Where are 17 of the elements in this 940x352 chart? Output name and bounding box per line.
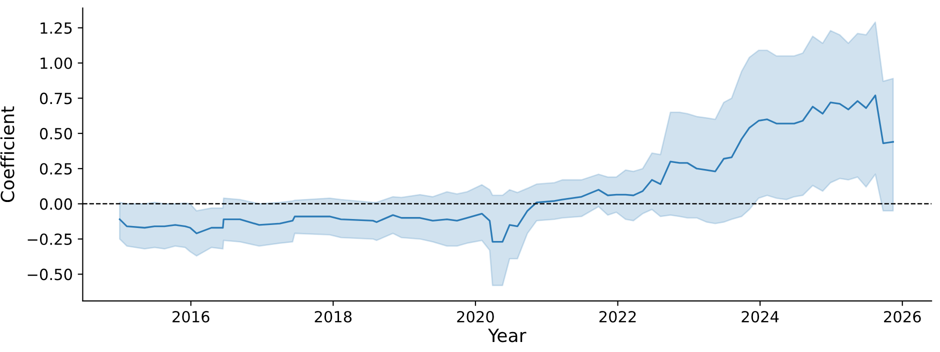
y-tick-label: 0.00 xyxy=(40,198,72,210)
x-axis-title: Year xyxy=(488,328,526,342)
y-tick-label: −0.50 xyxy=(28,268,72,280)
x-tick-label: 2020 xyxy=(457,310,494,323)
y-tick-label: 1.00 xyxy=(40,57,72,70)
x-tick-label: 2018 xyxy=(314,310,352,323)
y-tick-label: 0.75 xyxy=(40,92,72,104)
y-tick-label: −0.25 xyxy=(28,233,72,246)
x-tick-label: 2026 xyxy=(884,310,921,323)
y-tick-label: 1.25 xyxy=(40,22,72,34)
line-series xyxy=(118,94,894,243)
x-tick-label: 2022 xyxy=(599,310,636,323)
y-tick-label: 0.50 xyxy=(40,128,72,140)
y-tick-label: 0.25 xyxy=(40,163,72,175)
x-tick-label: 2024 xyxy=(742,310,779,323)
x-tick-label: 2016 xyxy=(172,310,210,323)
y-axis-title: Coefficient xyxy=(0,106,14,202)
